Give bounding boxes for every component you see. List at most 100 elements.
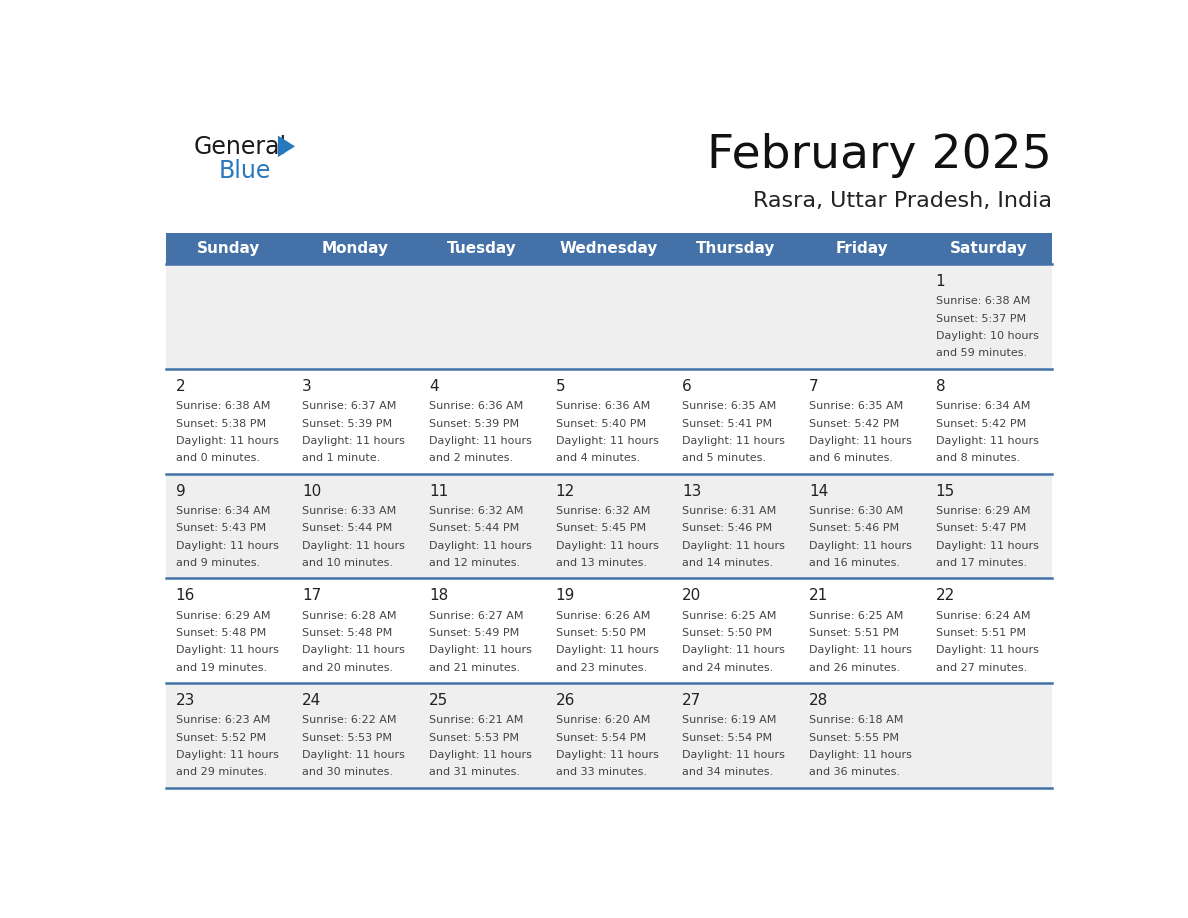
Text: Sunrise: 6:26 AM: Sunrise: 6:26 AM [556,610,650,621]
Text: and 10 minutes.: and 10 minutes. [302,558,393,568]
Text: Daylight: 11 hours: Daylight: 11 hours [682,541,785,551]
Text: 28: 28 [809,693,828,708]
Text: Sunrise: 6:32 AM: Sunrise: 6:32 AM [556,506,650,516]
Text: Sunset: 5:49 PM: Sunset: 5:49 PM [429,628,519,638]
Text: Sunset: 5:46 PM: Sunset: 5:46 PM [809,523,899,533]
Text: Sunrise: 6:21 AM: Sunrise: 6:21 AM [429,715,524,725]
Text: February 2025: February 2025 [707,133,1053,178]
Text: 9: 9 [176,484,185,498]
Text: Sunset: 5:42 PM: Sunset: 5:42 PM [936,419,1025,429]
Text: Sunset: 5:53 PM: Sunset: 5:53 PM [429,733,519,743]
Text: Sunset: 5:37 PM: Sunset: 5:37 PM [936,314,1025,324]
Text: Daylight: 11 hours: Daylight: 11 hours [556,645,658,655]
Text: Sunrise: 6:18 AM: Sunrise: 6:18 AM [809,715,903,725]
Text: 3: 3 [302,379,312,394]
Text: 15: 15 [936,484,955,498]
Polygon shape [278,136,295,157]
Text: Daylight: 11 hours: Daylight: 11 hours [809,541,911,551]
Text: Daylight: 11 hours: Daylight: 11 hours [302,541,405,551]
Text: Sunset: 5:54 PM: Sunset: 5:54 PM [556,733,646,743]
Text: Daylight: 11 hours: Daylight: 11 hours [809,436,911,446]
Text: and 4 minutes.: and 4 minutes. [556,453,639,464]
Text: Daylight: 11 hours: Daylight: 11 hours [302,645,405,655]
Text: Sunrise: 6:28 AM: Sunrise: 6:28 AM [302,610,397,621]
Text: Daylight: 11 hours: Daylight: 11 hours [936,541,1038,551]
Text: 11: 11 [429,484,448,498]
Text: Sunrise: 6:38 AM: Sunrise: 6:38 AM [176,401,270,411]
Text: Daylight: 11 hours: Daylight: 11 hours [556,541,658,551]
Text: Sunset: 5:51 PM: Sunset: 5:51 PM [809,628,899,638]
Text: Daylight: 11 hours: Daylight: 11 hours [176,541,278,551]
Text: and 1 minute.: and 1 minute. [302,453,380,464]
Text: 5: 5 [556,379,565,394]
Text: 22: 22 [936,588,955,603]
Text: Sunset: 5:40 PM: Sunset: 5:40 PM [556,419,646,429]
Text: and 33 minutes.: and 33 minutes. [556,767,646,778]
Text: Sunset: 5:44 PM: Sunset: 5:44 PM [429,523,519,533]
Text: Daylight: 11 hours: Daylight: 11 hours [809,750,911,760]
Text: Daylight: 11 hours: Daylight: 11 hours [556,436,658,446]
Text: Sunset: 5:44 PM: Sunset: 5:44 PM [302,523,392,533]
Text: Sunset: 5:43 PM: Sunset: 5:43 PM [176,523,266,533]
Text: and 8 minutes.: and 8 minutes. [936,453,1019,464]
Text: Sunrise: 6:31 AM: Sunrise: 6:31 AM [682,506,777,516]
Text: Sunset: 5:50 PM: Sunset: 5:50 PM [682,628,772,638]
Text: and 20 minutes.: and 20 minutes. [302,663,393,673]
Text: and 9 minutes.: and 9 minutes. [176,558,260,568]
Bar [165,578,1053,683]
Bar [165,369,1053,474]
Text: 24: 24 [302,693,322,708]
Text: 6: 6 [682,379,691,394]
Text: Saturday: Saturday [950,241,1028,256]
Text: Sunrise: 6:34 AM: Sunrise: 6:34 AM [936,401,1030,411]
Text: 8: 8 [936,379,946,394]
Text: Daylight: 11 hours: Daylight: 11 hours [176,750,278,760]
Text: Sunset: 5:55 PM: Sunset: 5:55 PM [809,733,899,743]
Text: 25: 25 [429,693,448,708]
Text: Sunrise: 6:30 AM: Sunrise: 6:30 AM [809,506,903,516]
Text: Daylight: 11 hours: Daylight: 11 hours [302,436,405,446]
Text: 20: 20 [682,588,701,603]
Text: Sunrise: 6:29 AM: Sunrise: 6:29 AM [176,610,270,621]
Text: and 23 minutes.: and 23 minutes. [556,663,646,673]
Text: Blue: Blue [219,159,271,183]
Text: Daylight: 11 hours: Daylight: 11 hours [809,645,911,655]
Text: Sunrise: 6:27 AM: Sunrise: 6:27 AM [429,610,524,621]
Text: 10: 10 [302,484,322,498]
Text: Thursday: Thursday [696,241,776,256]
Text: 27: 27 [682,693,701,708]
Text: and 16 minutes.: and 16 minutes. [809,558,901,568]
Text: Sunset: 5:53 PM: Sunset: 5:53 PM [302,733,392,743]
Text: and 21 minutes.: and 21 minutes. [429,663,520,673]
Text: Sunset: 5:51 PM: Sunset: 5:51 PM [936,628,1025,638]
Text: Sunrise: 6:32 AM: Sunrise: 6:32 AM [429,506,524,516]
Text: Sunrise: 6:36 AM: Sunrise: 6:36 AM [556,401,650,411]
Text: Daylight: 11 hours: Daylight: 11 hours [429,645,532,655]
Text: Sunset: 5:42 PM: Sunset: 5:42 PM [809,419,899,429]
Bar [165,683,1053,788]
Text: Sunrise: 6:36 AM: Sunrise: 6:36 AM [429,401,523,411]
Text: Sunset: 5:38 PM: Sunset: 5:38 PM [176,419,266,429]
Text: Sunset: 5:39 PM: Sunset: 5:39 PM [429,419,519,429]
Text: Sunset: 5:48 PM: Sunset: 5:48 PM [302,628,392,638]
Text: Sunset: 5:48 PM: Sunset: 5:48 PM [176,628,266,638]
Text: Wednesday: Wednesday [560,241,658,256]
Text: Friday: Friday [836,241,889,256]
Text: Sunrise: 6:25 AM: Sunrise: 6:25 AM [809,610,903,621]
Text: Sunrise: 6:22 AM: Sunrise: 6:22 AM [302,715,397,725]
Text: Sunset: 5:45 PM: Sunset: 5:45 PM [556,523,646,533]
Text: Sunset: 5:50 PM: Sunset: 5:50 PM [556,628,645,638]
Text: Sunrise: 6:37 AM: Sunrise: 6:37 AM [302,401,397,411]
Text: and 24 minutes.: and 24 minutes. [682,663,773,673]
Text: Sunrise: 6:38 AM: Sunrise: 6:38 AM [936,297,1030,307]
Text: Daylight: 11 hours: Daylight: 11 hours [429,541,532,551]
Text: Daylight: 11 hours: Daylight: 11 hours [176,645,278,655]
Text: and 29 minutes.: and 29 minutes. [176,767,267,778]
Text: 26: 26 [556,693,575,708]
Text: Daylight: 11 hours: Daylight: 11 hours [682,645,785,655]
Text: and 5 minutes.: and 5 minutes. [682,453,766,464]
Bar [165,474,1053,578]
Text: Sunset: 5:41 PM: Sunset: 5:41 PM [682,419,772,429]
Text: Sunrise: 6:25 AM: Sunrise: 6:25 AM [682,610,777,621]
Text: and 30 minutes.: and 30 minutes. [302,767,393,778]
